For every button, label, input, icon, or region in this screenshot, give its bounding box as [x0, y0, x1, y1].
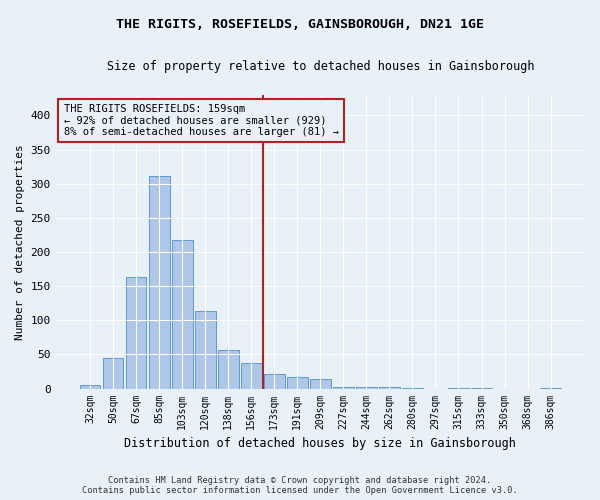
Text: Contains HM Land Registry data © Crown copyright and database right 2024.
Contai: Contains HM Land Registry data © Crown c…: [82, 476, 518, 495]
Y-axis label: Number of detached properties: Number of detached properties: [15, 144, 25, 340]
Bar: [333, 386, 354, 388]
X-axis label: Distribution of detached houses by size in Gainsborough: Distribution of detached houses by size …: [124, 437, 516, 450]
Bar: [218, 350, 239, 389]
Bar: [103, 358, 124, 388]
Bar: [287, 377, 308, 388]
Bar: [241, 362, 262, 388]
Title: Size of property relative to detached houses in Gainsborough: Size of property relative to detached ho…: [107, 60, 534, 73]
Bar: [195, 312, 215, 388]
Bar: [126, 278, 146, 388]
Bar: [310, 379, 331, 388]
Text: THE RIGITS ROSEFIELDS: 159sqm
← 92% of detached houses are smaller (929)
8% of s: THE RIGITS ROSEFIELDS: 159sqm ← 92% of d…: [64, 104, 338, 137]
Bar: [264, 374, 284, 388]
Bar: [379, 387, 400, 388]
Bar: [80, 385, 100, 388]
Bar: [172, 240, 193, 388]
Bar: [149, 176, 170, 388]
Bar: [356, 386, 377, 388]
Text: THE RIGITS, ROSEFIELDS, GAINSBOROUGH, DN21 1GE: THE RIGITS, ROSEFIELDS, GAINSBOROUGH, DN…: [116, 18, 484, 30]
